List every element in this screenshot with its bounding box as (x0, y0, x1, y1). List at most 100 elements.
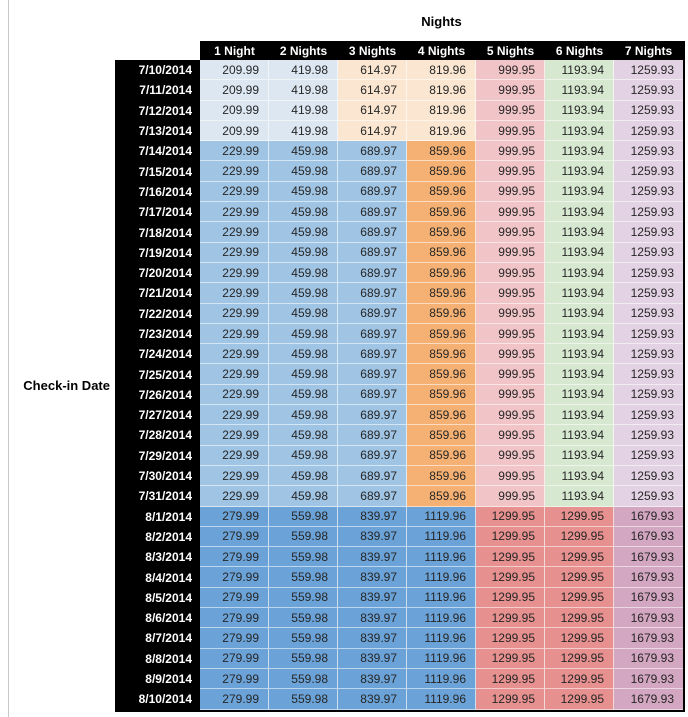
price-cell[interactable]: 839.97 (338, 628, 407, 649)
price-cell[interactable]: 1299.95 (545, 567, 614, 588)
row-header-date[interactable]: 7/27/2014 (115, 405, 200, 426)
column-header[interactable]: 7 Nights (614, 41, 683, 60)
row-header-date[interactable]: 8/4/2014 (115, 567, 200, 588)
price-cell[interactable]: 859.96 (407, 445, 476, 466)
price-cell[interactable]: 279.99 (200, 547, 269, 568)
price-cell[interactable]: 1193.94 (545, 202, 614, 223)
row-header-date[interactable]: 7/18/2014 (115, 222, 200, 243)
price-cell[interactable]: 279.99 (200, 526, 269, 548)
price-cell[interactable]: 999.95 (476, 202, 545, 223)
price-cell[interactable]: 999.95 (476, 141, 545, 162)
price-cell[interactable]: 229.99 (200, 364, 269, 385)
price-cell[interactable]: 859.96 (407, 161, 476, 182)
price-cell[interactable]: 859.96 (407, 303, 476, 324)
price-cell[interactable]: 859.96 (407, 405, 476, 426)
row-header-date[interactable]: 7/13/2014 (115, 120, 200, 142)
price-cell[interactable]: 859.96 (407, 486, 476, 507)
price-cell[interactable]: 1259.93 (614, 161, 683, 182)
price-cell[interactable]: 1679.93 (614, 668, 683, 690)
price-cell[interactable]: 1299.95 (476, 567, 545, 588)
price-cell[interactable]: 1259.93 (614, 465, 683, 487)
price-cell[interactable]: 1259.93 (614, 120, 683, 142)
price-cell[interactable]: 689.97 (338, 425, 407, 446)
price-cell[interactable]: 559.98 (269, 608, 338, 629)
price-cell[interactable]: 1299.95 (476, 668, 545, 690)
price-cell[interactable]: 1259.93 (614, 242, 683, 263)
price-cell[interactable]: 689.97 (338, 202, 407, 223)
price-cell[interactable]: 999.95 (476, 222, 545, 243)
price-cell[interactable]: 999.95 (476, 344, 545, 365)
price-cell[interactable]: 689.97 (338, 222, 407, 243)
column-header[interactable]: 1 Night (200, 41, 269, 60)
price-cell[interactable]: 1299.95 (476, 506, 545, 527)
price-cell[interactable]: 229.99 (200, 486, 269, 507)
price-cell[interactable]: 999.95 (476, 181, 545, 203)
price-cell[interactable]: 689.97 (338, 262, 407, 284)
price-cell[interactable]: 839.97 (338, 668, 407, 690)
column-header[interactable]: 4 Nights (407, 41, 476, 60)
price-cell[interactable]: 1679.93 (614, 608, 683, 629)
price-cell[interactable]: 229.99 (200, 405, 269, 426)
price-cell[interactable]: 459.98 (269, 465, 338, 487)
price-cell[interactable]: 1193.94 (545, 60, 614, 81)
price-cell[interactable]: 209.99 (200, 120, 269, 142)
price-cell[interactable]: 689.97 (338, 181, 407, 203)
price-cell[interactable]: 559.98 (269, 668, 338, 690)
row-header-date[interactable]: 7/11/2014 (115, 80, 200, 101)
price-cell[interactable]: 1119.96 (407, 526, 476, 548)
price-cell[interactable]: 819.96 (407, 80, 476, 101)
row-header-date[interactable]: 8/10/2014 (115, 689, 200, 710)
price-cell[interactable]: 1259.93 (614, 262, 683, 284)
price-cell[interactable]: 689.97 (338, 283, 407, 304)
price-cell[interactable]: 859.96 (407, 181, 476, 203)
price-cell[interactable]: 279.99 (200, 689, 269, 710)
price-cell[interactable]: 1259.93 (614, 222, 683, 243)
price-cell[interactable]: 559.98 (269, 526, 338, 548)
price-cell[interactable]: 1679.93 (614, 526, 683, 548)
column-header[interactable]: 6 Nights (545, 41, 614, 60)
price-cell[interactable]: 1299.95 (476, 587, 545, 609)
price-cell[interactable]: 999.95 (476, 384, 545, 406)
price-cell[interactable]: 1119.96 (407, 608, 476, 629)
price-cell[interactable]: 1679.93 (614, 648, 683, 669)
price-cell[interactable]: 1193.94 (545, 120, 614, 142)
price-cell[interactable]: 1193.94 (545, 181, 614, 203)
price-cell[interactable]: 999.95 (476, 100, 545, 121)
price-cell[interactable]: 1299.95 (476, 526, 545, 548)
price-cell[interactable]: 459.98 (269, 384, 338, 406)
price-cell[interactable]: 1193.94 (545, 100, 614, 121)
row-header-date[interactable]: 8/3/2014 (115, 547, 200, 568)
price-cell[interactable]: 459.98 (269, 161, 338, 182)
price-cell[interactable]: 1119.96 (407, 587, 476, 609)
row-header-date[interactable]: 7/20/2014 (115, 262, 200, 284)
price-cell[interactable]: 279.99 (200, 668, 269, 690)
price-cell[interactable]: 1299.95 (545, 506, 614, 527)
price-cell[interactable]: 1259.93 (614, 100, 683, 121)
price-cell[interactable]: 459.98 (269, 262, 338, 284)
price-cell[interactable]: 859.96 (407, 323, 476, 345)
price-cell[interactable]: 1259.93 (614, 384, 683, 406)
price-cell[interactable]: 1193.94 (545, 222, 614, 243)
price-cell[interactable]: 229.99 (200, 202, 269, 223)
row-header-date[interactable]: 7/30/2014 (115, 465, 200, 487)
price-cell[interactable]: 459.98 (269, 323, 338, 345)
price-cell[interactable]: 209.99 (200, 100, 269, 121)
price-cell[interactable]: 459.98 (269, 486, 338, 507)
price-cell[interactable]: 999.95 (476, 323, 545, 345)
price-cell[interactable]: 614.97 (338, 100, 407, 121)
price-cell[interactable]: 559.98 (269, 587, 338, 609)
price-cell[interactable]: 459.98 (269, 283, 338, 304)
price-cell[interactable]: 229.99 (200, 262, 269, 284)
price-cell[interactable]: 1299.95 (545, 547, 614, 568)
price-cell[interactable]: 999.95 (476, 364, 545, 385)
row-header-date[interactable]: 7/26/2014 (115, 384, 200, 406)
price-cell[interactable]: 1299.95 (476, 648, 545, 669)
price-cell[interactable]: 229.99 (200, 323, 269, 345)
price-cell[interactable]: 1119.96 (407, 506, 476, 527)
price-cell[interactable]: 1193.94 (545, 303, 614, 324)
price-cell[interactable]: 229.99 (200, 445, 269, 466)
price-cell[interactable]: 419.98 (269, 100, 338, 121)
price-cell[interactable]: 1193.94 (545, 242, 614, 263)
price-cell[interactable]: 859.96 (407, 222, 476, 243)
price-cell[interactable]: 1119.96 (407, 648, 476, 669)
